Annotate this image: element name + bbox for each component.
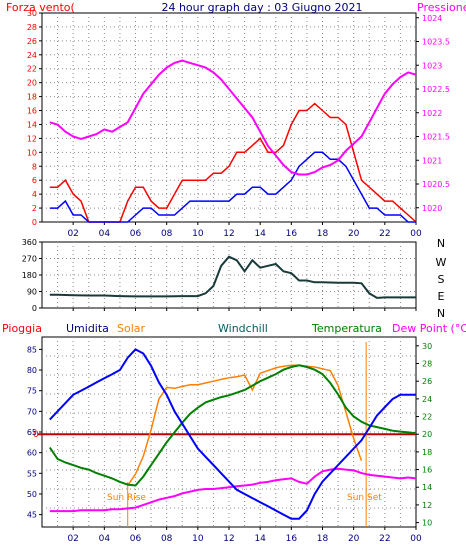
pressure-axis-label: 1023 <box>422 61 442 70</box>
compass-label: N <box>437 237 445 250</box>
pressure-axis-label: 1024 <box>422 14 442 23</box>
pressure-line <box>49 59 417 176</box>
temp-axis-label: 20 <box>422 430 432 439</box>
humidity-axis-label: 80 <box>27 366 37 375</box>
pressure-axis-label: 1020.5 <box>422 180 450 189</box>
p3-xtick-label: 04 <box>99 534 111 544</box>
legend-temperatura: Temperatura <box>311 322 382 335</box>
wind-axis-label: 16 <box>27 107 37 116</box>
humidity-axis-label: 50 <box>27 490 37 499</box>
wind-direction-line <box>49 255 416 299</box>
p1-xtick-label: 02 <box>67 229 78 239</box>
compass-label: S <box>438 273 445 286</box>
p3-xtick-label: 14 <box>254 534 266 544</box>
sunrise-label: Sun Rise <box>107 493 146 503</box>
compass-label: N <box>437 307 445 320</box>
temp-axis-label: 26 <box>422 377 432 386</box>
dir-axis-label: 90 <box>27 288 37 297</box>
wind-axis-label: 22 <box>27 65 37 74</box>
legend-dewpoint: Dew Point (°C) <box>392 322 466 335</box>
temp-axis-label: 12 <box>422 501 432 510</box>
dir-axis-label: 360 <box>22 238 37 247</box>
wind-axis-label: 18 <box>27 93 37 102</box>
temp-axis-label: 28 <box>422 360 432 369</box>
p3-xtick-label: 08 <box>161 534 173 544</box>
p1-xtick-label: 20 <box>348 229 360 239</box>
pressure-axis-label: 1022.5 <box>422 85 450 94</box>
wind-axis-label: 28 <box>27 23 37 32</box>
p3-xtick-label: 02 <box>67 534 78 544</box>
temp-axis-label: 24 <box>422 395 432 404</box>
pressure-axis-title: Pressione <box>417 1 466 14</box>
compass-label: E <box>438 290 445 303</box>
wind-axis-label: 4 <box>32 190 37 199</box>
temp-axis-label: 16 <box>422 466 432 475</box>
pressure-axis-label: 1021.5 <box>422 133 450 142</box>
p3-xtick-label: 18 <box>317 534 329 544</box>
rain-zero-label: 0 <box>33 430 39 440</box>
pressure-axis-label: 1020 <box>422 204 442 213</box>
p1-xtick-label: 08 <box>161 229 173 239</box>
dir-axis-label: 180 <box>22 271 37 280</box>
p3-xtick-label: 06 <box>130 534 142 544</box>
temp-axis-label: 30 <box>422 342 432 351</box>
p1-xtick-label: 06 <box>130 229 142 239</box>
humidity-axis-label: 70 <box>27 407 37 416</box>
p3-xtick-label: 12 <box>223 534 234 544</box>
dir-axis-label: 270 <box>22 255 37 264</box>
wind-axis-label: 6 <box>32 176 37 185</box>
humidity-axis-label: 85 <box>27 345 37 354</box>
humidity-axis-label: 60 <box>27 449 37 458</box>
legend-umidita: Umidita <box>66 322 109 335</box>
wind-axis-title: Forza vento( <box>6 1 75 14</box>
p3-xtick-label: 10 <box>192 534 204 544</box>
p3-xtick-label: 22 <box>379 534 390 544</box>
wind-axis-label: 24 <box>27 51 37 60</box>
p1-xtick-label: 18 <box>317 229 329 239</box>
p3-xtick-label: 16 <box>286 534 298 544</box>
p1-xtick-label: 12 <box>223 229 234 239</box>
temp-axis-label: 22 <box>422 413 432 422</box>
legend-windchill: Windchill <box>218 322 268 335</box>
pressure-axis-label: 1023.5 <box>422 38 450 47</box>
pressure-axis-label: 1022 <box>422 109 442 118</box>
p3-xtick-label: 00 <box>410 534 422 544</box>
p1-xtick-label: 04 <box>99 229 111 239</box>
compass-label: W <box>436 256 447 269</box>
p1-xtick-label: 16 <box>286 229 298 239</box>
wind-axis-label: 14 <box>27 120 37 129</box>
solar-line <box>127 364 363 486</box>
p1-xtick-label: 10 <box>192 229 204 239</box>
graph-title: 24 hour graph day : 03 Giugno 2021 <box>161 1 362 14</box>
dir-axis-label: 0 <box>32 304 37 313</box>
temp-axis-label: 18 <box>422 448 432 457</box>
p1-xtick-label: 00 <box>410 229 422 239</box>
wind-axis-label: 20 <box>27 79 37 88</box>
wind-axis-label: 2 <box>32 204 37 213</box>
legend-pioggia: Pioggia <box>2 322 42 335</box>
legend-solar: Solar <box>117 322 146 335</box>
humidity-axis-label: 45 <box>27 511 37 520</box>
temperature-line <box>48 364 417 487</box>
wind-axis-label: 0 <box>32 218 37 227</box>
p1-xtick-label: 14 <box>254 229 266 239</box>
wind-axis-label: 12 <box>27 134 37 143</box>
humidity-axis-label: 65 <box>27 428 37 437</box>
humidity-axis-label: 75 <box>27 387 37 396</box>
wind-axis-label: 30 <box>27 9 37 18</box>
wind-axis-label: 8 <box>32 162 37 171</box>
temp-axis-label: 10 <box>422 519 432 528</box>
wind-axis-label: 10 <box>27 148 37 157</box>
pressure-axis-label: 1021 <box>422 156 442 165</box>
sunset-label: Sun Set <box>347 493 382 503</box>
p3-xtick-label: 20 <box>348 534 360 544</box>
humidity-axis-label: 55 <box>27 469 37 478</box>
humidity-line <box>49 348 416 520</box>
wind-axis-label: 26 <box>27 37 37 46</box>
p1-xtick-label: 22 <box>379 229 390 239</box>
wind-speed-line <box>49 151 416 223</box>
temp-axis-label: 14 <box>422 483 432 492</box>
